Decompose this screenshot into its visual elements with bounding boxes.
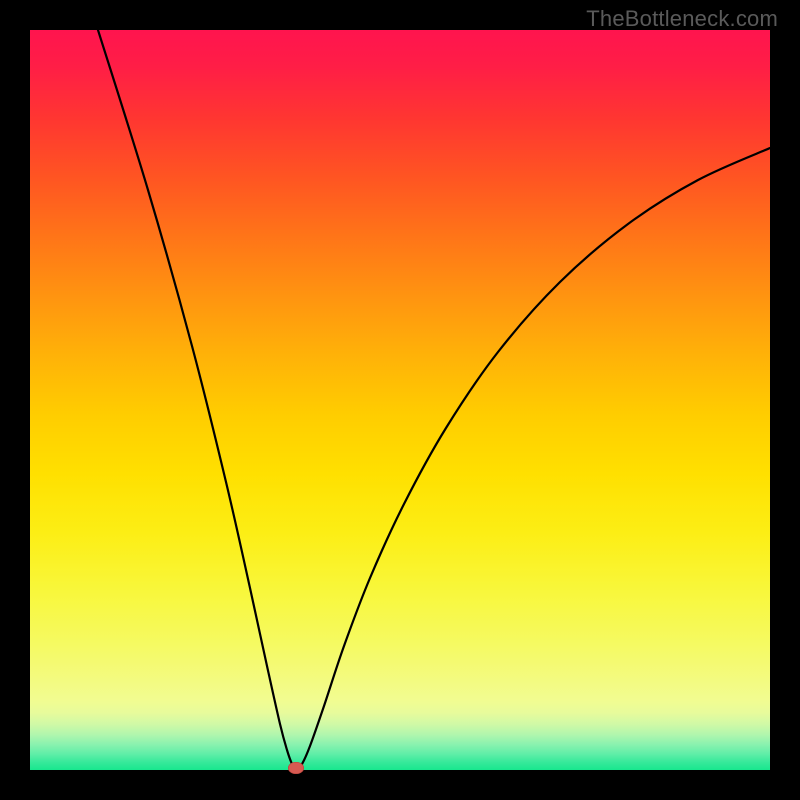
bottleneck-curve-layer (30, 30, 770, 770)
curve-left-branch (98, 30, 296, 770)
chart-container: TheBottleneck.com (0, 0, 800, 800)
plot-area (30, 30, 770, 770)
watermark-text: TheBottleneck.com (586, 6, 778, 32)
optimal-point-marker (288, 762, 304, 774)
curve-right-branch (296, 148, 770, 770)
